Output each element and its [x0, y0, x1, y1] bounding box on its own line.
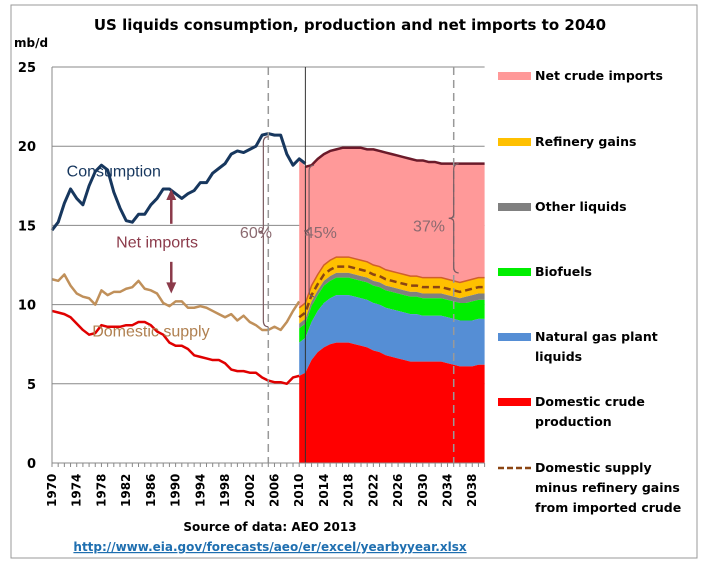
chart-title: US liquids consumption, production and n…	[94, 16, 606, 34]
x-tick-label: 2022	[366, 474, 380, 507]
source-note: Source of data: AEO 2013	[183, 520, 356, 534]
legend-label: production	[535, 414, 612, 429]
legend-swatch	[498, 333, 531, 341]
x-tick-label: 2018	[342, 474, 356, 507]
arrow-head-down	[166, 282, 177, 294]
x-tick-label: 1970	[45, 474, 59, 507]
legend-label: Biofuels	[535, 264, 592, 279]
legend-label: Other liquids	[535, 199, 627, 214]
x-tick-label: 2038	[465, 474, 479, 507]
annotations: Consumption Net imports Domestic supply 60%…	[67, 67, 459, 463]
legend-label: from imported crude	[535, 500, 681, 515]
legend-swatch	[498, 138, 531, 146]
x-tick-label: 1998	[218, 474, 232, 507]
domestic-supply-line	[51, 273, 301, 332]
legend-label: Domestic crude	[535, 394, 645, 409]
brace-2005	[258, 136, 269, 328]
legend-swatch	[498, 72, 531, 80]
stacked-areas	[298, 147, 485, 463]
x-tick-label: 1982	[119, 474, 133, 507]
arrow-head-up	[166, 188, 177, 201]
x-tick-label: 2010	[292, 474, 306, 507]
x-tick-label: 2026	[391, 474, 405, 507]
y-tick-label: 15	[18, 219, 36, 234]
y-tick-label: 5	[27, 378, 36, 393]
supply-minus-gains-line	[298, 265, 485, 319]
legend-label: Natural gas plant	[535, 329, 658, 344]
legend-swatch	[498, 203, 531, 211]
y-tick-label: 25	[18, 61, 36, 76]
x-tick-label: 1986	[144, 474, 158, 507]
area-refinery-gains	[299, 257, 485, 324]
area-net-crude-imports	[299, 147, 485, 308]
legend: Net crude imports Refinery gains Other liq…	[498, 68, 681, 515]
annotation-label: Domestic supply	[92, 323, 209, 340]
annotation-label: 37%	[413, 219, 445, 236]
x-tick-label: 2002	[243, 474, 257, 507]
annotation-label: Consumption	[67, 163, 161, 180]
annotation-label: 45%	[305, 225, 337, 242]
x-tick-label: 1974	[70, 474, 84, 507]
consumption-line	[50, 132, 307, 232]
x-tick-label: 2014	[317, 474, 331, 507]
area-biofuels	[299, 277, 485, 343]
axes: 0 5 10 15 20 25 1970 1974 1978 1982 1986 1990 1994 19…	[18, 61, 486, 507]
legend-label: Refinery gains	[535, 134, 636, 149]
legend-label: liquids	[535, 349, 582, 364]
brace-2035	[448, 163, 459, 274]
series-lines	[50, 132, 485, 386]
source-link[interactable]: http://www.eia.gov/forecasts/aeo/er/exce…	[73, 540, 466, 554]
x-tick-label: 2030	[416, 474, 430, 507]
area-natural-gas-plant-liquids	[299, 295, 485, 376]
legend-label: Domestic supply	[535, 460, 652, 475]
y-axis-label: mb/d	[14, 36, 48, 50]
domestic-crude-line	[51, 309, 300, 386]
annotation-label: Net imports	[116, 235, 198, 252]
legend-swatch	[498, 398, 531, 406]
x-tick-label: 2034	[441, 474, 455, 507]
x-tick-label: 1978	[94, 474, 108, 507]
y-tick-label: 10	[18, 299, 36, 314]
y-tick-label: 20	[18, 140, 36, 155]
legend-label: Net crude imports	[535, 68, 663, 83]
y-tick-label: 0	[27, 457, 36, 472]
brace-2011	[304, 164, 315, 298]
projected-consumption-line	[305, 146, 485, 169]
x-tick-label: 1990	[169, 474, 183, 507]
area-domestic-crude-production	[299, 342, 485, 463]
x-tick-label: 1994	[193, 474, 207, 507]
x-tick-label: 2006	[267, 474, 281, 507]
legend-label: minus refinery gains	[535, 480, 680, 495]
annotation-label: 60%	[240, 225, 272, 242]
legend-swatch	[498, 268, 531, 276]
